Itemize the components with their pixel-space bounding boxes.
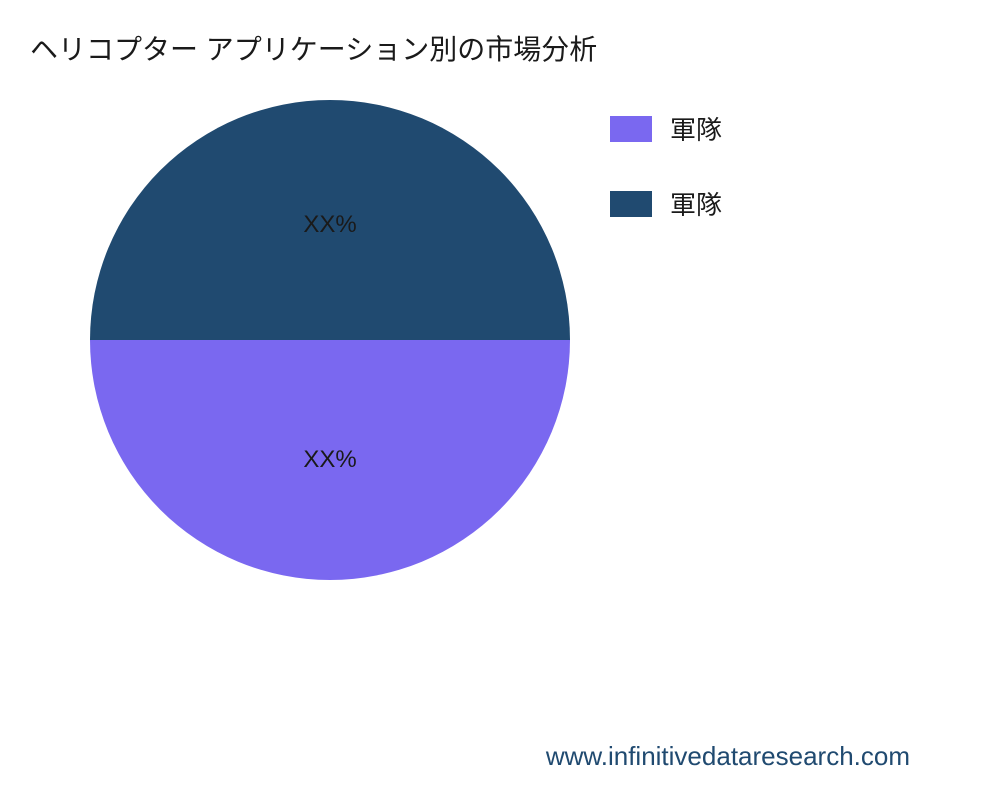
footer-attribution: www.infinitivedataresearch.com [546,741,910,772]
pie-chart: XX% XX% [90,100,570,580]
legend: 軍隊 軍隊 [610,110,722,260]
legend-swatch-1 [610,191,652,217]
legend-swatch-0 [610,116,652,142]
pie-body [90,100,570,580]
slice-label-top: XX% [303,211,356,239]
chart-title: ヘリコプター アプリケーション別の市場分析 [30,28,597,68]
legend-label-1: 軍隊 [670,185,722,222]
legend-item-1: 軍隊 [610,185,722,222]
legend-label-0: 軍隊 [670,110,722,147]
legend-item-0: 軍隊 [610,110,722,147]
slice-label-bottom: XX% [303,446,356,474]
